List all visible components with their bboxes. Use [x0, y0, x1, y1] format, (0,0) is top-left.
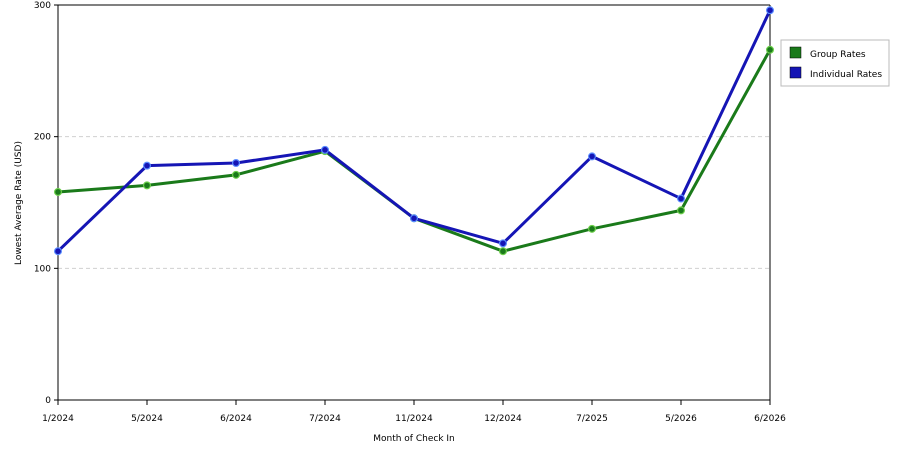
series-0-point-6 [587, 224, 596, 233]
x-tick-label-7: 5/2026 [665, 414, 697, 424]
legend-label-individual-rates: Individual Rates [810, 70, 882, 80]
x-tick-label-2: 6/2024 [220, 414, 252, 424]
series-1-point-3 [321, 145, 330, 154]
series-1-point-5 [499, 239, 508, 248]
series-1-point-8 [765, 6, 774, 15]
y-tick-label-0: 0 [45, 396, 51, 406]
x-tick-label-1: 5/2024 [131, 414, 163, 424]
y-tick-label-200: 200 [34, 133, 51, 143]
series-0-point-2 [232, 170, 241, 179]
legend: Group Rates Individual Rates [780, 39, 890, 87]
series-1-point-7 [676, 194, 685, 203]
series-0-point-1 [143, 181, 152, 190]
y-axis-ticks: 0 100 200 300 [34, 1, 58, 406]
series-1-point-1 [143, 161, 152, 170]
grid-lines [58, 136, 770, 269]
series-1-point-4 [410, 214, 419, 223]
x-axis-ticks: 1/2024 5/2024 6/2024 7/2024 11/2024 12/2024 7/… [42, 400, 786, 424]
x-tick-label-6: 7/2025 [576, 414, 608, 424]
x-tick-label-4: 11/2024 [395, 414, 433, 424]
x-tick-label-0: 1/2024 [42, 414, 74, 424]
x-axis-title: Month of Check In [373, 434, 455, 444]
y-axis-title: Lowest Average Rate (USD) [14, 141, 24, 265]
series-1-point-2 [232, 159, 241, 168]
x-tick-label-3: 7/2024 [309, 414, 341, 424]
series-1-point-0 [53, 247, 62, 256]
y-tick-label-300: 300 [34, 1, 51, 11]
legend-label-group-rates: Group Rates [810, 50, 866, 60]
series-0-point-5 [499, 247, 508, 256]
axes [57, 4, 771, 401]
series-0-point-0 [53, 187, 62, 196]
legend-swatch-group-rates [789, 46, 802, 59]
x-tick-label-8: 6/2026 [754, 414, 786, 424]
x-tick-label-5: 12/2024 [484, 414, 522, 424]
series-0-point-7 [676, 206, 685, 215]
series-lines [53, 6, 774, 256]
series-0-point-8 [765, 45, 774, 54]
legend-swatch-individual-rates [789, 66, 802, 79]
y-tick-label-100: 100 [34, 264, 51, 274]
series-1-point-6 [587, 152, 596, 161]
